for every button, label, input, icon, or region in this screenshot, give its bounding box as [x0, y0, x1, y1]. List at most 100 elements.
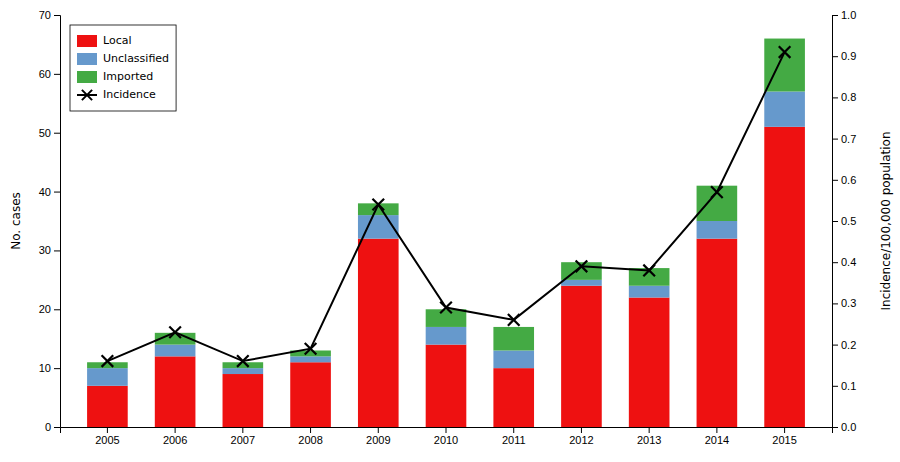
tick-mark	[54, 427, 60, 428]
tick-mark	[54, 250, 60, 251]
tick: 70	[39, 9, 60, 21]
marker	[102, 355, 114, 367]
tick-label: 0.4	[841, 256, 856, 268]
bar	[697, 221, 738, 239]
bar	[426, 327, 467, 345]
tick-label: 0.3	[841, 297, 856, 309]
marker	[643, 265, 655, 277]
tick: 2010	[434, 427, 458, 446]
tick-mark	[832, 180, 838, 181]
line	[107, 52, 784, 361]
tick-mark	[832, 262, 838, 263]
tick-label: 50	[39, 127, 51, 139]
tick-label: 0.0	[841, 421, 856, 433]
legend-label: Local	[103, 34, 132, 47]
legend-swatch	[77, 53, 97, 65]
tick-label: 20	[39, 303, 51, 315]
legend-marker	[82, 90, 92, 100]
tick-mark	[378, 427, 379, 433]
bar-series	[87, 39, 805, 369]
tick-label: 0.2	[841, 339, 856, 351]
tick: 30	[39, 244, 60, 256]
tick-mark	[649, 427, 650, 433]
bar	[223, 362, 264, 368]
tick-label: 0.7	[841, 133, 856, 145]
axis-line	[54, 16, 61, 428]
tick-mark	[832, 15, 838, 16]
marker	[305, 343, 317, 355]
tick: 0.0	[832, 421, 856, 433]
tick: 0.5	[832, 215, 856, 227]
bar	[561, 280, 602, 286]
tick-label: 30	[39, 244, 51, 256]
tick: 60	[39, 68, 60, 80]
tick-mark	[310, 427, 311, 433]
tick: 0.4	[832, 256, 856, 268]
tick-label: 10	[39, 362, 51, 374]
legend: LocalUnclassifiedImportedIncidence	[70, 25, 176, 111]
line-series	[102, 46, 791, 367]
tick-mark	[446, 427, 447, 433]
tick: 0.6	[832, 174, 856, 186]
tick: 2015	[772, 427, 796, 446]
tick-mark	[242, 427, 243, 433]
tick-label: 1.0	[841, 9, 856, 21]
tick-mark	[513, 427, 514, 433]
axis-title: Incidence/100,000 population	[879, 132, 893, 311]
tick: 40	[39, 186, 60, 198]
bar	[697, 239, 738, 427]
tick-label: 2008	[298, 434, 322, 446]
tick: 2013	[637, 427, 661, 446]
tick: 10	[39, 362, 60, 374]
marks	[87, 39, 805, 427]
tick-mark	[832, 97, 838, 98]
tick-mark	[832, 386, 838, 387]
marker	[440, 302, 452, 314]
bar	[87, 362, 128, 368]
tick-label: 2010	[434, 434, 458, 446]
tick: 0.1	[832, 380, 856, 392]
tick: 2005	[95, 427, 119, 446]
tick: 0.9	[832, 50, 856, 62]
bar	[290, 356, 331, 362]
tick: 20	[39, 303, 60, 315]
bar	[493, 327, 534, 351]
bar-series	[87, 127, 805, 427]
y2-axis: 0.0 0.1 0.2 0.3 0.4 0.5 0.6 0.7 0.8 0.9 1.0	[832, 9, 856, 433]
tick-label: 2013	[637, 434, 661, 446]
bar	[155, 356, 196, 427]
plot: 2005200620072008200920102011201220132014…	[39, 9, 857, 446]
tick-mark	[54, 368, 60, 369]
legend-label: Incidence	[103, 88, 156, 101]
bar	[764, 92, 805, 127]
tick-label: 2005	[95, 434, 119, 446]
bar	[764, 127, 805, 427]
tick-label: 0.5	[841, 215, 856, 227]
tick: 2007	[231, 427, 255, 446]
tick: 2014	[705, 427, 729, 446]
tick-label: 2014	[705, 434, 729, 446]
tick-label: 2009	[366, 434, 390, 446]
tick-mark	[54, 133, 60, 134]
tick-mark	[832, 303, 838, 304]
bar	[697, 186, 738, 221]
tick-mark	[54, 74, 60, 75]
tick-mark	[54, 309, 60, 310]
tick-label: 2012	[569, 434, 593, 446]
tick-mark	[107, 427, 108, 433]
tick-mark	[832, 345, 838, 346]
marker	[508, 314, 520, 326]
tick-mark	[581, 427, 582, 433]
bar	[358, 239, 399, 427]
tick-label: 2007	[231, 434, 255, 446]
marker	[711, 186, 723, 198]
marker	[372, 199, 384, 211]
bar	[426, 309, 467, 327]
tick-mark	[832, 221, 838, 222]
tick-label: 2006	[163, 434, 187, 446]
tick: 0	[45, 421, 60, 433]
tick-label: 0.8	[841, 91, 856, 103]
tick: 2006	[163, 427, 187, 446]
tick-label: 0	[45, 421, 51, 433]
tick-label: 2015	[772, 434, 796, 446]
